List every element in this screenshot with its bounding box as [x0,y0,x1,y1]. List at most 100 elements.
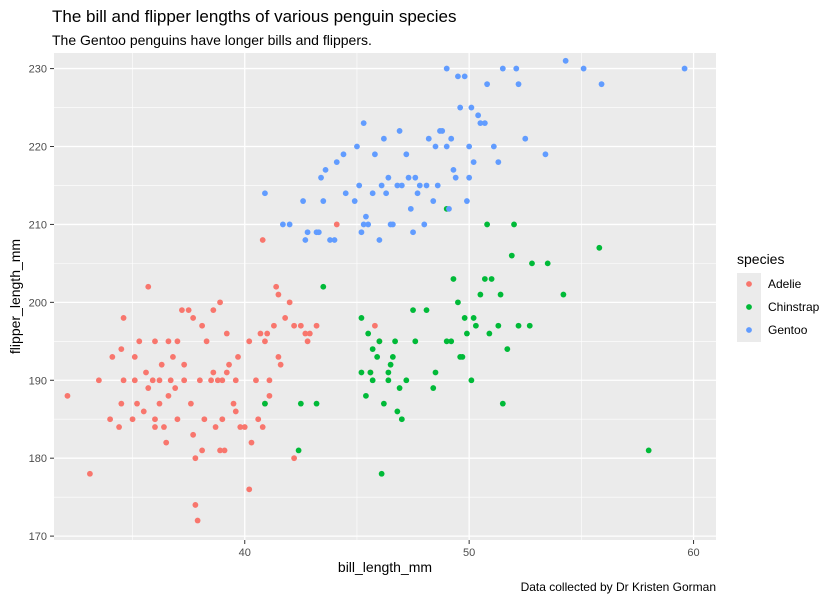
data-point-adelie [149,377,156,384]
data-point-gentoo [360,221,367,228]
data-point-chinstrap [358,315,365,321]
data-point-chinstrap [394,408,401,415]
legend-key-adelie [746,281,752,287]
data-point-adelie [223,330,230,337]
data-point-adelie [194,517,201,524]
data-point-chinstrap [367,369,374,376]
data-point-chinstrap [376,338,383,345]
data-point-chinstrap [295,447,302,454]
data-point-adelie [145,283,152,290]
legend-title: species [737,251,784,267]
data-point-adelie [140,408,147,415]
data-point-gentoo [457,104,464,111]
plot-panel [54,53,716,540]
data-point-adelie [219,377,226,384]
data-point-adelie [273,283,280,290]
data-point-chinstrap [497,291,504,298]
data-point-gentoo [434,182,441,189]
x-axis-title: bill_length_mm [338,559,432,575]
data-point-adelie [199,447,206,454]
legend-label-adelie: Adelie [768,277,802,291]
data-point-adelie [266,392,273,399]
data-point-gentoo [279,221,286,228]
data-point-chinstrap [560,291,567,298]
data-point-gentoo [468,104,475,111]
y-tick-label: 200 [29,297,47,309]
data-point-chinstrap [461,315,468,321]
data-point-adelie [156,377,163,384]
data-point-chinstrap [448,338,455,345]
data-point-gentoo [513,65,520,72]
data-point-adelie [232,408,239,415]
data-point-gentoo [383,190,390,197]
data-point-gentoo [450,166,457,173]
data-point-chinstrap [378,470,385,477]
data-point-adelie [185,307,192,314]
data-point-gentoo [360,120,367,127]
data-point-adelie [172,385,179,391]
data-point-adelie [152,416,158,423]
data-point-gentoo [562,57,569,64]
data-point-adelie [264,330,271,337]
data-point-gentoo [380,135,387,142]
data-point-adelie [95,377,102,384]
data-point-adelie [241,424,248,430]
data-point-adelie [246,338,253,345]
data-point-adelie [291,455,298,462]
y-tick-label: 190 [29,375,47,387]
data-point-gentoo [300,198,306,204]
data-point-gentoo [327,237,333,243]
data-point-chinstrap [645,447,652,454]
data-point-chinstrap [387,361,394,368]
data-point-adelie [64,392,71,399]
data-point-gentoo [322,166,329,173]
data-point-chinstrap [515,322,522,329]
data-point-gentoo [394,182,401,189]
data-point-gentoo [414,190,421,197]
y-tick-label: 210 [29,219,47,231]
data-point-chinstrap [313,400,320,407]
data-point-gentoo [389,221,396,228]
data-point-chinstrap [470,315,477,321]
data-point-chinstrap [459,353,466,360]
data-point-gentoo [477,120,484,127]
data-point-adelie [203,338,210,345]
data-point-adelie [226,361,232,368]
data-point-adelie [174,416,181,423]
data-point-chinstrap [477,291,484,298]
data-point-gentoo [466,174,473,181]
data-point-gentoo [403,151,410,158]
data-point-gentoo [372,151,378,158]
data-point-chinstrap [511,221,517,228]
data-point-adelie [165,392,172,399]
data-point-gentoo [410,229,416,236]
data-point-adelie [118,346,125,352]
data-point-adelie [286,299,293,306]
data-point-adelie [107,416,114,423]
data-point-gentoo [416,182,423,189]
data-point-adelie [246,486,253,493]
data-point-adelie [271,322,277,329]
legend: species Adelie Chinstrap Gentoo [737,251,820,342]
data-point-gentoo [495,159,502,165]
data-point-chinstrap [389,353,396,360]
data-point-chinstrap [504,346,511,352]
data-point-gentoo [378,182,385,189]
data-point-gentoo [315,229,322,236]
data-point-chinstrap [403,377,410,384]
legend-label-gentoo: Gentoo [768,323,808,337]
data-point-gentoo [470,159,477,165]
data-point-chinstrap [358,369,365,376]
data-point-gentoo [464,198,470,204]
data-point-adelie [214,377,221,384]
data-point-gentoo [354,143,360,150]
data-point-chinstrap [596,244,603,251]
data-point-adelie [259,424,266,430]
data-point-adelie [210,307,217,314]
data-point-gentoo [333,159,340,165]
data-point-adelie [181,361,188,368]
data-point-adelie [196,377,203,384]
data-point-adelie [235,353,241,360]
data-point-adelie [120,377,127,384]
